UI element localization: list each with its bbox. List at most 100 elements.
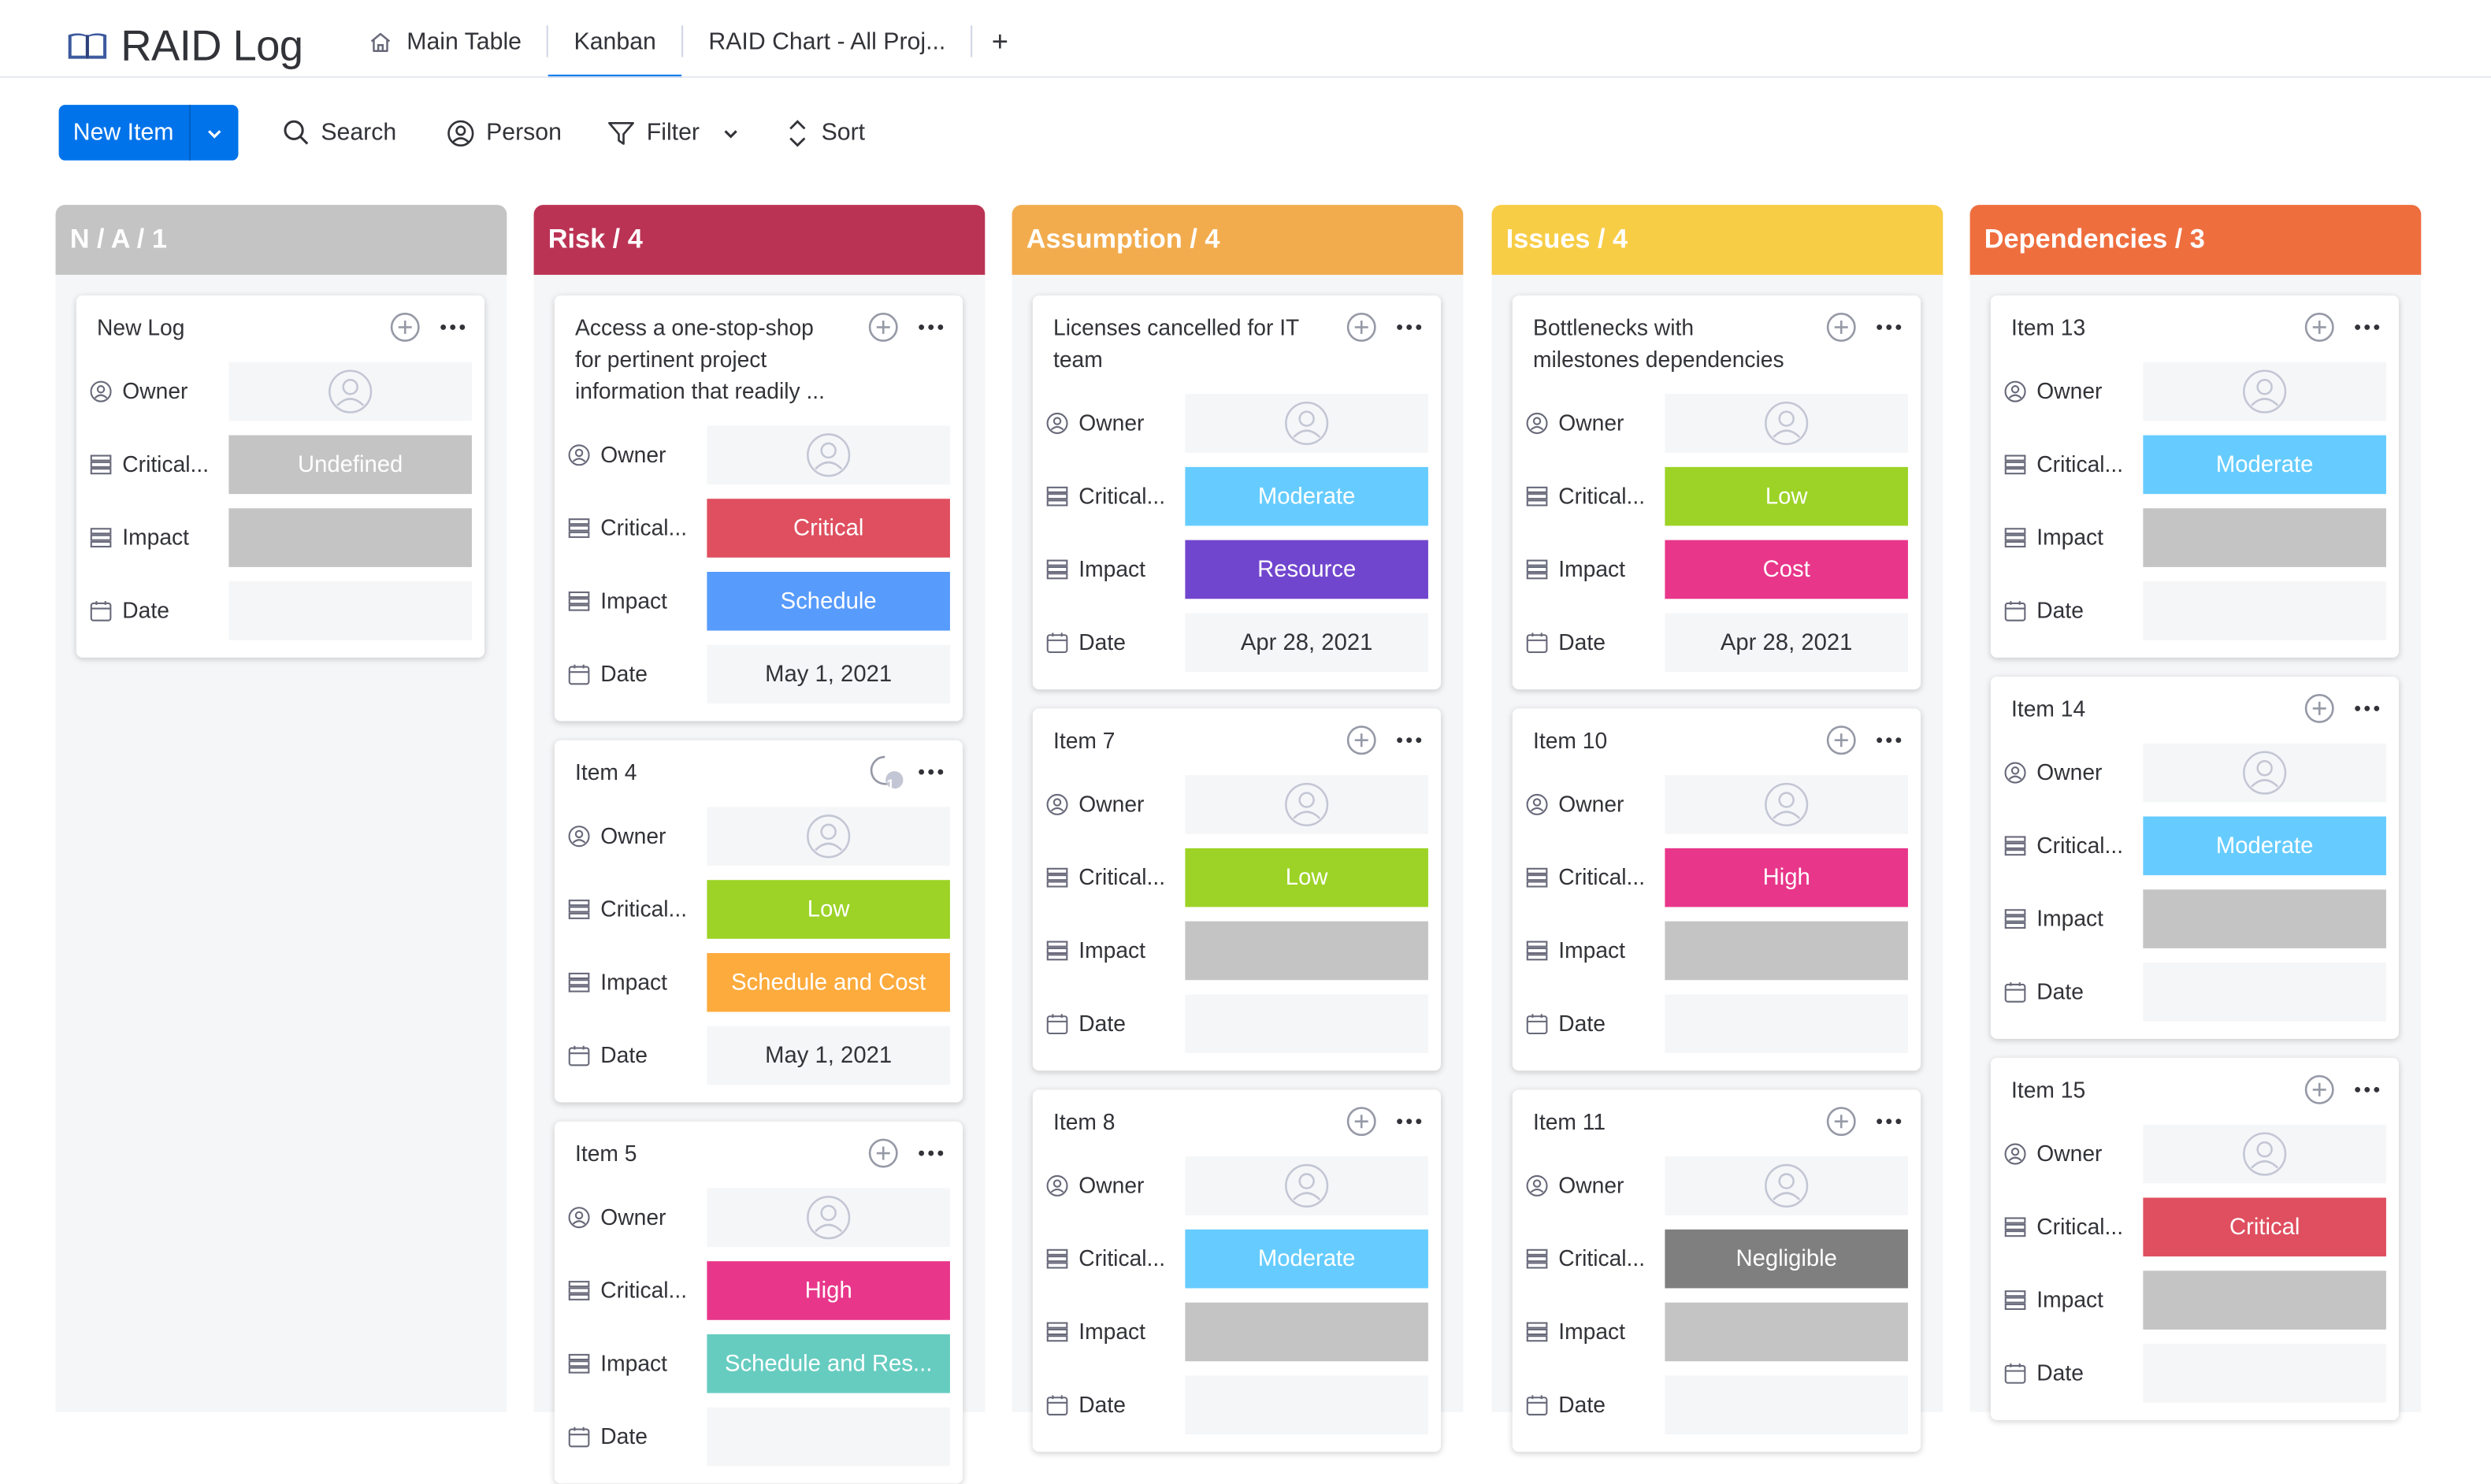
impact-status[interactable]: Schedule bbox=[707, 571, 950, 631]
date-cell[interactable]: May 1, 2021 bbox=[707, 644, 950, 704]
more-options-icon[interactable] bbox=[1394, 725, 1425, 756]
impact-status[interactable]: Resource bbox=[1185, 540, 1428, 599]
kanban-card[interactable]: Licenses cancelled for IT team Owner Criti… bbox=[1032, 295, 1442, 690]
date-cell[interactable] bbox=[1665, 1375, 1908, 1434]
card-title[interactable]: Item 13 bbox=[2011, 314, 2086, 340]
more-options-icon[interactable] bbox=[437, 311, 469, 343]
add-update-icon[interactable] bbox=[1346, 1106, 1377, 1137]
more-options-icon[interactable] bbox=[1873, 311, 1905, 343]
add-update-icon[interactable] bbox=[389, 311, 421, 343]
board-title[interactable]: RAID Log bbox=[121, 21, 303, 69]
more-options-icon[interactable] bbox=[915, 1137, 947, 1169]
date-cell[interactable] bbox=[2143, 1344, 2386, 1403]
owner-avatar-cell[interactable] bbox=[1185, 1156, 1428, 1215]
more-options-icon[interactable] bbox=[1873, 1106, 1905, 1137]
add-view-button[interactable]: + bbox=[991, 24, 1008, 57]
impact-status[interactable] bbox=[2143, 889, 2386, 948]
more-options-icon[interactable] bbox=[2352, 1074, 2383, 1105]
criticality-status[interactable]: Low bbox=[1185, 848, 1428, 907]
date-cell[interactable] bbox=[1665, 994, 1908, 1054]
add-update-icon[interactable] bbox=[1825, 725, 1857, 756]
date-cell[interactable]: May 1, 2021 bbox=[707, 1026, 950, 1085]
add-update-icon[interactable] bbox=[2304, 692, 2335, 724]
owner-avatar-cell[interactable] bbox=[228, 362, 472, 421]
impact-status[interactable] bbox=[1185, 921, 1428, 981]
kanban-card[interactable]: Item 15 Owner Critical... Critical Impact Dat… bbox=[1990, 1058, 2400, 1420]
date-cell[interactable] bbox=[2143, 963, 2386, 1022]
date-cell[interactable] bbox=[707, 1407, 950, 1467]
card-title[interactable]: Item 8 bbox=[1053, 1108, 1116, 1134]
date-cell[interactable] bbox=[1185, 1375, 1428, 1434]
date-cell[interactable]: Apr 28, 2021 bbox=[1185, 613, 1428, 673]
more-options-icon[interactable] bbox=[1873, 725, 1905, 756]
impact-status[interactable] bbox=[228, 508, 472, 567]
sort-button[interactable]: Sort bbox=[785, 105, 865, 161]
impact-status[interactable] bbox=[1665, 921, 1908, 981]
column-header[interactable]: Assumption / 4 bbox=[1012, 205, 1464, 275]
impact-status[interactable] bbox=[1665, 1302, 1908, 1362]
more-options-icon[interactable] bbox=[1394, 311, 1425, 343]
owner-avatar-cell[interactable] bbox=[1665, 1156, 1908, 1215]
add-update-icon[interactable] bbox=[1346, 311, 1377, 343]
updates-count-icon[interactable] bbox=[867, 753, 905, 791]
tab-main-table[interactable]: Main Table bbox=[343, 6, 548, 76]
new-item-label[interactable]: New Item bbox=[72, 119, 174, 147]
kanban-card[interactable]: Item 13 Owner Critical... Moderate Impact Dat… bbox=[1990, 295, 2400, 658]
date-cell[interactable] bbox=[2143, 581, 2386, 640]
card-title[interactable]: Licenses cancelled for IT team bbox=[1053, 314, 1299, 372]
criticality-status[interactable]: Undefined bbox=[228, 435, 472, 495]
kanban-card[interactable]: Item 4 1 Owner Critical... Low Impact Schedule… bbox=[554, 740, 963, 1103]
impact-status[interactable] bbox=[2143, 508, 2386, 567]
add-update-icon[interactable] bbox=[867, 311, 899, 343]
owner-avatar-cell[interactable] bbox=[707, 1188, 950, 1248]
kanban-card[interactable]: Item 14 Owner Critical... Moderate Impact Dat… bbox=[1990, 677, 2400, 1039]
kanban-card[interactable]: Item 7 Owner Critical... Low Impact Date bbox=[1032, 708, 1442, 1071]
date-cell[interactable] bbox=[1185, 994, 1428, 1054]
card-title[interactable]: Item 15 bbox=[2011, 1077, 2086, 1103]
card-title[interactable]: Item 10 bbox=[1533, 727, 1608, 753]
column-header[interactable]: Issues / 4 bbox=[1491, 205, 1943, 275]
more-options-icon[interactable] bbox=[915, 311, 947, 343]
column-header[interactable]: Risk / 4 bbox=[533, 205, 986, 275]
add-update-icon[interactable] bbox=[1825, 311, 1857, 343]
card-title[interactable]: New Log bbox=[97, 314, 185, 340]
owner-avatar-cell[interactable] bbox=[1185, 775, 1428, 834]
criticality-status[interactable]: Moderate bbox=[1185, 1229, 1428, 1289]
impact-status[interactable]: Schedule and Cost bbox=[707, 952, 950, 1012]
card-title[interactable]: Item 14 bbox=[2011, 696, 2086, 722]
new-item-button[interactable]: New Item bbox=[58, 105, 239, 161]
filter-button[interactable]: Filter bbox=[607, 105, 752, 161]
date-cell[interactable]: Apr 28, 2021 bbox=[1665, 613, 1908, 673]
criticality-status[interactable]: Moderate bbox=[1185, 466, 1428, 526]
date-cell[interactable] bbox=[228, 581, 472, 640]
impact-status[interactable]: Schedule and Res... bbox=[707, 1334, 950, 1393]
more-options-icon[interactable] bbox=[2352, 692, 2383, 724]
criticality-status[interactable]: Low bbox=[707, 880, 950, 939]
card-title[interactable]: Item 5 bbox=[575, 1140, 637, 1167]
owner-avatar-cell[interactable] bbox=[2143, 1124, 2386, 1184]
add-update-icon[interactable] bbox=[867, 1137, 899, 1169]
owner-avatar-cell[interactable] bbox=[2143, 362, 2386, 421]
card-title[interactable]: Bottlenecks with milestones dependencies bbox=[1533, 314, 1784, 372]
person-filter-button[interactable]: Person bbox=[447, 105, 562, 161]
add-update-icon[interactable] bbox=[2304, 1074, 2335, 1105]
kanban-card[interactable]: New Log Owner Critical... Undefined Impact Da… bbox=[76, 295, 485, 658]
add-update-icon[interactable] bbox=[1346, 725, 1377, 756]
criticality-status[interactable]: Negligible bbox=[1665, 1229, 1908, 1289]
kanban-card[interactable]: Item 10 Owner Critical... High Impact Date bbox=[1512, 708, 1921, 1071]
criticality-status[interactable]: Critical bbox=[2143, 1197, 2386, 1257]
card-title[interactable]: Item 11 bbox=[1533, 1108, 1606, 1134]
card-title[interactable]: Access a one-stop-shop for pertinent pro… bbox=[575, 314, 825, 404]
more-options-icon[interactable] bbox=[915, 756, 947, 788]
owner-avatar-cell[interactable] bbox=[1185, 394, 1428, 453]
more-options-icon[interactable] bbox=[1394, 1106, 1425, 1137]
impact-status[interactable]: Cost bbox=[1665, 540, 1908, 599]
owner-avatar-cell[interactable] bbox=[707, 425, 950, 485]
kanban-card[interactable]: Access a one-stop-shop for pertinent pro… bbox=[554, 295, 963, 722]
kanban-card[interactable]: Item 5 Owner Critical... High Impact Schedule… bbox=[554, 1121, 963, 1484]
kanban-card[interactable]: Item 11 Owner Critical... Negligible Impact D… bbox=[1512, 1089, 1921, 1452]
owner-avatar-cell[interactable] bbox=[2143, 743, 2386, 803]
kanban-card[interactable]: Item 8 Owner Critical... Moderate Impact Date bbox=[1032, 1089, 1442, 1452]
tab-kanban[interactable]: Kanban bbox=[548, 6, 681, 78]
add-update-icon[interactable] bbox=[1825, 1106, 1857, 1137]
